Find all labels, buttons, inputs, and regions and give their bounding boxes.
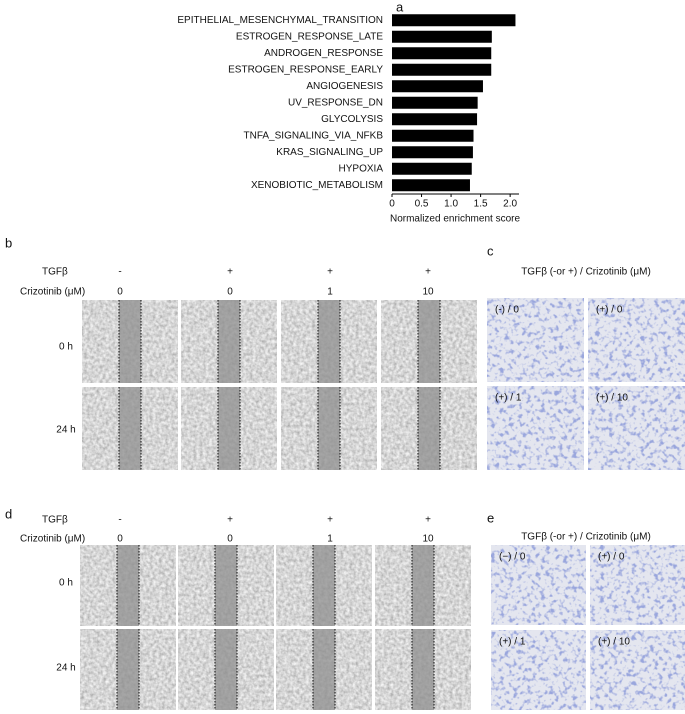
x-tick-label: 0.5 [415, 199, 429, 210]
crizotinib-value: 0 [117, 534, 123, 545]
category-label: ANDROGEN_RESPONSE [264, 48, 383, 59]
tgfb-value: + [327, 267, 333, 278]
bar [392, 63, 492, 76]
x-tick-label: 0 [389, 199, 395, 210]
category-label: ANGIOGENESIS [306, 81, 383, 92]
wound-gap [218, 387, 240, 470]
bar [392, 179, 470, 192]
crizotinib-value: 1 [327, 287, 333, 298]
tgfb-value: - [118, 515, 121, 526]
category-label: HYPOXIA [339, 163, 384, 174]
crizotinib-label: Crizotinib (μM) [20, 287, 85, 298]
transwell-title: TGFβ (-or +) / Crizotinib (μM) [521, 532, 651, 543]
category-label: ESTROGEN_RESPONSE_LATE [236, 31, 383, 42]
stain [487, 298, 584, 382]
crizotinib-value: 0 [227, 534, 233, 545]
wound-gap [418, 387, 440, 470]
panel-label: d [5, 506, 12, 521]
wound-gap [215, 545, 237, 626]
wound-gap [313, 629, 335, 710]
condition-label: (+) / 10 [596, 393, 628, 404]
category-label: XENOBIOTIC_METABOLISM [251, 180, 383, 191]
condition-label: (-) / 0 [495, 305, 519, 316]
x-tick-label: 1.0 [444, 199, 458, 210]
tgfb-value: - [118, 267, 121, 278]
stain [588, 298, 685, 382]
crizotinib-label: Crizotinib (μM) [20, 534, 85, 545]
wound-gap [119, 300, 141, 383]
category-label: EPITHELIAL_MESENCHYMAL_TRANSITION [177, 15, 383, 26]
wound-gap [412, 629, 434, 710]
tgfb-label: TGFβ [42, 267, 68, 278]
wound-gap [117, 545, 139, 626]
bar [392, 113, 478, 126]
stain [588, 386, 685, 470]
bar [392, 146, 473, 159]
crizotinib-value: 10 [422, 287, 434, 298]
x-axis-label: Normalized enrichment score [390, 214, 520, 225]
transwell-title: TGFβ (-or +) / Crizotinib (μM) [521, 267, 651, 278]
tgfb-value: + [327, 515, 333, 526]
wound-gap [318, 300, 340, 383]
category-label: KRAS_SIGNALING_UP [276, 147, 383, 158]
time-label: 0 h [59, 342, 73, 353]
condition-label: (+) / 10 [598, 637, 630, 648]
panel-label: b [5, 235, 12, 250]
stain [491, 630, 586, 710]
x-tick-label: 1.5 [474, 199, 488, 210]
bar [392, 96, 478, 109]
condition-label: (+) / 1 [495, 393, 522, 404]
wound-gap [313, 545, 335, 626]
wound-gap [215, 629, 237, 710]
bar [392, 30, 492, 43]
time-label: 24 h [56, 425, 75, 436]
category-label: ESTROGEN_RESPONSE_EARLY [228, 64, 383, 75]
stain [487, 386, 584, 470]
stain [590, 630, 685, 710]
wound-gap [119, 387, 141, 470]
bar [392, 80, 483, 93]
wound-gap [117, 629, 139, 710]
bar [392, 14, 516, 27]
bar [392, 162, 472, 175]
panel-label: e [487, 510, 494, 525]
condition-label: (+) / 0 [598, 552, 625, 563]
tgfb-value: + [227, 267, 233, 278]
crizotinib-value: 10 [422, 534, 434, 545]
wound-gap [218, 300, 240, 383]
time-label: 0 h [59, 578, 73, 589]
category-label: UV_RESPONSE_DN [288, 97, 383, 108]
condition-label: (−) / 0 [499, 552, 526, 563]
category-label: GLYCOLYSIS [321, 114, 383, 125]
crizotinib-value: 0 [117, 287, 123, 298]
time-label: 24 h [56, 663, 75, 674]
condition-label: (+) / 1 [499, 637, 526, 648]
bar [392, 129, 474, 142]
crizotinib-value: 1 [327, 534, 333, 545]
wound-gap [418, 300, 440, 383]
bar [392, 47, 492, 60]
wound-gap [318, 387, 340, 470]
condition-label: (+) / 0 [596, 305, 623, 316]
stain [590, 545, 685, 625]
category-label: TNFA_SIGNALING_VIA_NFKB [244, 130, 384, 141]
crizotinib-value: 0 [227, 287, 233, 298]
panel-label: c [487, 243, 494, 258]
panel-label: a [396, 0, 404, 14]
tgfb-label: TGFβ [42, 515, 68, 526]
tgfb-value: + [227, 515, 233, 526]
wound-gap [412, 545, 434, 626]
tgfb-value: + [425, 515, 431, 526]
tgfb-value: + [425, 267, 431, 278]
stain [491, 545, 586, 625]
x-tick-label: 2.0 [503, 199, 517, 210]
